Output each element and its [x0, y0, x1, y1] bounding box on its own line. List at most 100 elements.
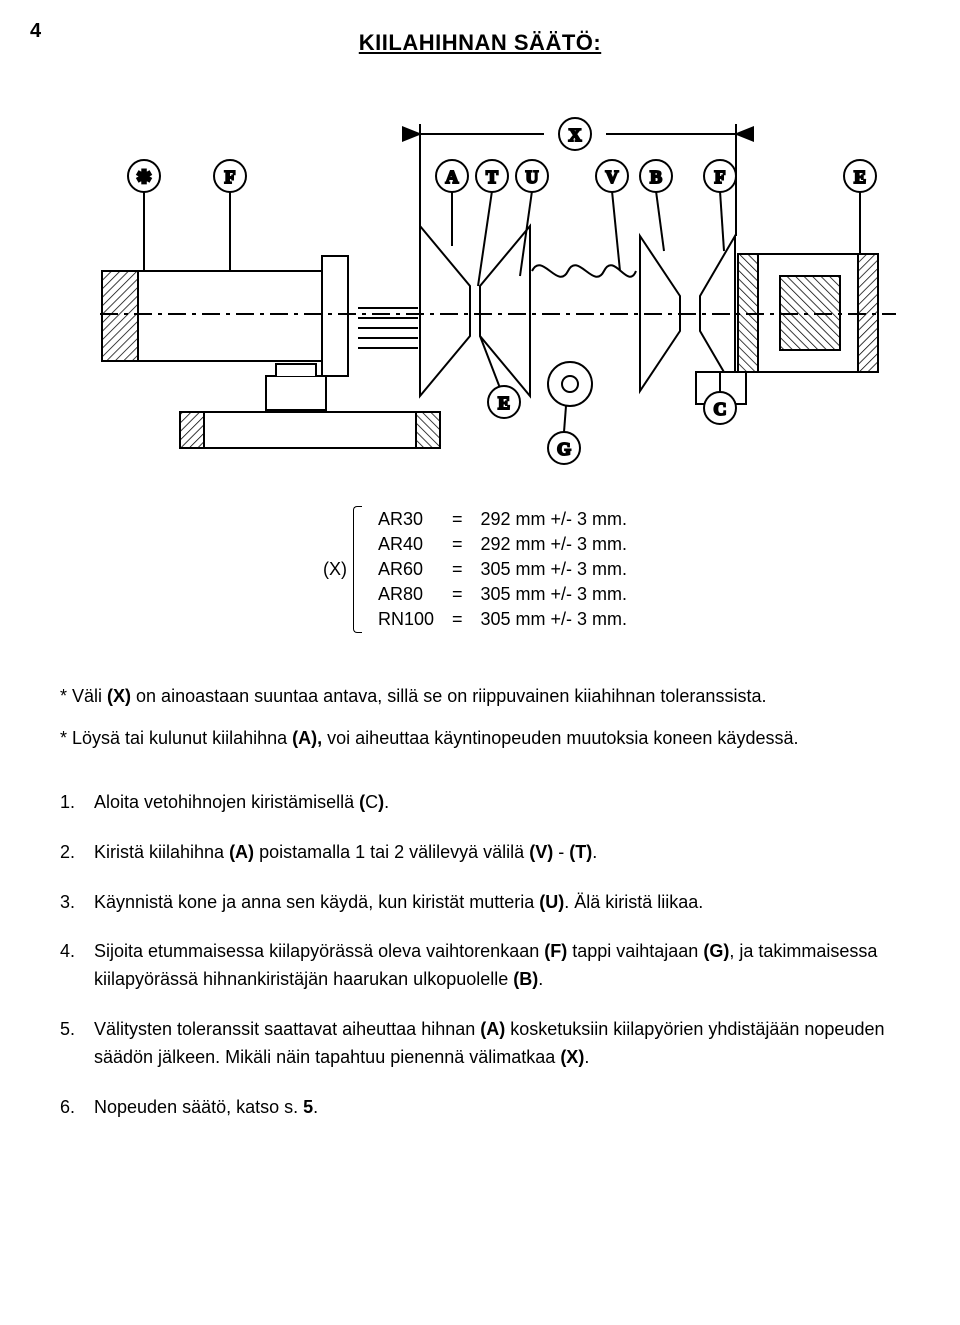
spec-model: AR80 — [370, 583, 442, 606]
callout-b: B — [640, 160, 672, 251]
list-number: 5. — [60, 1016, 94, 1072]
list-text: Kiristä kiilahihna — [94, 842, 229, 862]
list-item: 2.Kiristä kiilahihna (A) poistamalla 1 t… — [60, 839, 900, 867]
list-body: Sijoita etummaisessa kiilapyörässä oleva… — [94, 938, 900, 994]
svg-text:T: T — [486, 167, 498, 187]
spec-row: AR60=305 mm +/- 3 mm. — [370, 558, 635, 581]
list-text: Käynnistä kone ja anna sen käydä, kun ki… — [94, 892, 539, 912]
spec-val: 305 mm +/- 3 mm. — [473, 583, 636, 606]
spec-val: 292 mm +/- 3 mm. — [473, 508, 636, 531]
list-ref: (F) — [544, 941, 567, 961]
list-item: 3.Käynnistä kone ja anna sen käydä, kun … — [60, 889, 900, 917]
spec-eq: = — [444, 508, 471, 531]
note-2: * Löysä tai kulunut kiilahihna (A), voi … — [60, 725, 900, 753]
list-text: . — [384, 792, 389, 812]
list-item: 4.Sijoita etummaisessa kiilapyörässä ole… — [60, 938, 900, 994]
callout-x: X — [559, 118, 591, 150]
svg-text:E: E — [854, 167, 866, 187]
note-text: on ainoastaan suuntaa antava, sillä se o… — [131, 686, 766, 706]
callout-star: ✱ — [128, 160, 160, 271]
list-text: C — [365, 792, 378, 812]
note-text: * Väli — [60, 686, 107, 706]
spec-model: AR40 — [370, 533, 442, 556]
list-number: 3. — [60, 889, 94, 917]
svg-text:V: V — [606, 167, 619, 187]
note-ref: (X) — [107, 686, 131, 706]
list-ref: (V) — [529, 842, 553, 862]
list-text: . Älä kiristä liikaa. — [564, 892, 703, 912]
svg-text:B: B — [650, 167, 662, 187]
note-text: * Löysä tai kulunut kiilahihna — [60, 728, 292, 748]
list-body: Kiristä kiilahihna (A) poistamalla 1 tai… — [94, 839, 900, 867]
spec-eq: = — [444, 558, 471, 581]
callout-e-top: E — [844, 160, 876, 254]
spec-eq: = — [444, 608, 471, 631]
list-body: Aloita vetohihnojen kiristämisellä (C). — [94, 789, 900, 817]
spec-model: AR60 — [370, 558, 442, 581]
list-body: Käynnistä kone ja anna sen käydä, kun ki… — [94, 889, 900, 917]
list-item: 6.Nopeuden säätö, katso s. 5. — [60, 1094, 900, 1122]
note-ref: (A), — [292, 728, 322, 748]
svg-text:G: G — [557, 439, 571, 459]
spec-table: AR30=292 mm +/- 3 mm.AR40=292 mm +/- 3 m… — [368, 506, 637, 633]
list-text: Aloita vetohihnojen kiristämisellä — [94, 792, 359, 812]
spec-row: AR40=292 mm +/- 3 mm. — [370, 533, 635, 556]
page-number: 4 — [30, 20, 41, 43]
list-ref: (A) — [480, 1019, 505, 1039]
list-body: Välitysten toleranssit saattavat aiheutt… — [94, 1016, 900, 1072]
list-item: 5.Välitysten toleranssit saattavat aiheu… — [60, 1016, 900, 1072]
spec-val: 292 mm +/- 3 mm. — [473, 533, 636, 556]
instruction-list: 1.Aloita vetohihnojen kiristämisellä (C)… — [60, 789, 900, 1122]
list-text: Välitysten toleranssit saattavat aiheutt… — [94, 1019, 480, 1039]
page: 4 KIILAHIHNAN SÄÄTÖ: — [0, 0, 960, 1325]
list-text: tappi vaihtajaan — [567, 941, 703, 961]
svg-text:✱: ✱ — [136, 167, 151, 187]
list-number: 1. — [60, 789, 94, 817]
list-number: 2. — [60, 839, 94, 867]
spec-val: 305 mm +/- 3 mm. — [473, 608, 636, 631]
notes: * Väli (X) on ainoastaan suuntaa antava,… — [60, 683, 900, 753]
list-text: . — [584, 1047, 589, 1067]
svg-text:C: C — [714, 399, 727, 419]
list-ref: 5 — [303, 1097, 313, 1117]
callout-f-left: F — [214, 160, 246, 271]
callout-f-right: F — [704, 160, 736, 251]
spec-eq: = — [444, 583, 471, 606]
note-text: voi aiheuttaa käyntinopeuden muutoksia k… — [322, 728, 798, 748]
svg-text:A: A — [446, 167, 459, 187]
list-text: . — [313, 1097, 318, 1117]
page-title: KIILAHIHNAN SÄÄTÖ: — [60, 30, 900, 56]
spec-row: AR80=305 mm +/- 3 mm. — [370, 583, 635, 606]
list-ref: (T) — [569, 842, 592, 862]
list-ref: (G) — [703, 941, 729, 961]
list-body: Nopeuden säätö, katso s. 5. — [94, 1094, 900, 1122]
list-text: Sijoita etummaisessa kiilapyörässä oleva… — [94, 941, 544, 961]
spec-bracket — [353, 506, 362, 633]
list-item: 1.Aloita vetohihnojen kiristämisellä (C)… — [60, 789, 900, 817]
svg-text:F: F — [715, 167, 726, 187]
list-number: 4. — [60, 938, 94, 994]
list-ref: (B) — [513, 969, 538, 989]
spec-eq: = — [444, 533, 471, 556]
spec-model: AR30 — [370, 508, 442, 531]
diagram-svg: ✱ F A T U V B F E X E C G — [60, 76, 900, 476]
list-text: . — [592, 842, 597, 862]
callout-a: A — [436, 160, 468, 246]
spec-row: RN100=305 mm +/- 3 mm. — [370, 608, 635, 631]
svg-text:U: U — [526, 167, 539, 187]
spec-label: (X) — [323, 506, 347, 633]
list-text: - — [553, 842, 569, 862]
list-ref: (U) — [539, 892, 564, 912]
list-text: Nopeuden säätö, katso s. — [94, 1097, 303, 1117]
svg-text:X: X — [569, 125, 582, 145]
technical-diagram: ✱ F A T U V B F E X E C G — [60, 76, 900, 476]
list-text: . — [538, 969, 543, 989]
spec-model: RN100 — [370, 608, 442, 631]
spec-row: AR30=292 mm +/- 3 mm. — [370, 508, 635, 531]
list-ref: (X) — [560, 1047, 584, 1067]
note-1: * Väli (X) on ainoastaan suuntaa antava,… — [60, 683, 900, 711]
list-text: poistamalla 1 tai 2 välilevyä välilä — [254, 842, 529, 862]
list-ref: (A) — [229, 842, 254, 862]
spec-block: (X) AR30=292 mm +/- 3 mm.AR40=292 mm +/-… — [60, 506, 900, 633]
callout-g: G — [548, 406, 580, 464]
